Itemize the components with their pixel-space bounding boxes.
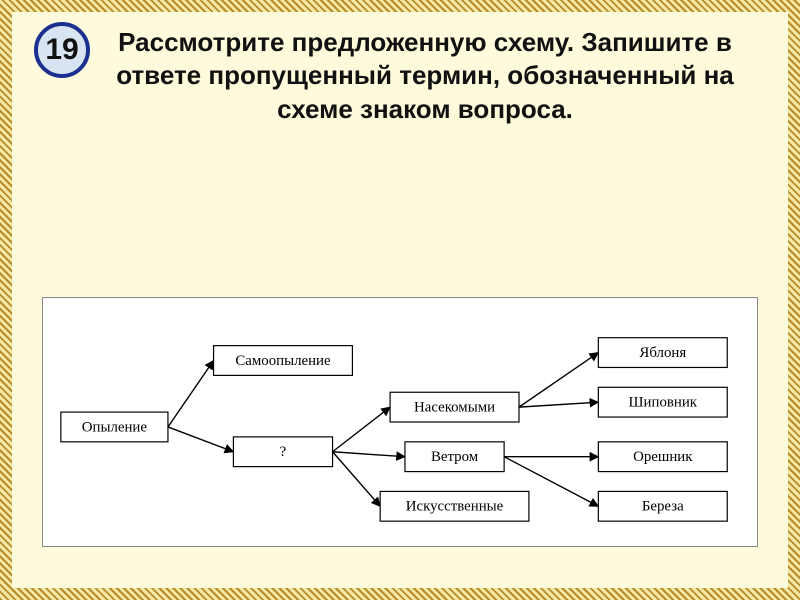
diagram-svg: Опыление Самоопыление? Насекомыми Ветром Иск… xyxy=(43,298,757,546)
edge xyxy=(519,402,598,407)
svg-text:?: ? xyxy=(280,444,287,460)
node-hazel: Орешник xyxy=(598,442,727,472)
svg-text:Береза: Береза xyxy=(642,499,684,515)
edge xyxy=(168,361,214,427)
slide-frame: 19 Рассмотрите предложенную схему. Запиш… xyxy=(0,0,800,600)
svg-text:Шиповник: Шиповник xyxy=(629,395,698,411)
node-q: ? xyxy=(233,437,332,467)
question-title: Рассмотрите предложенную схему. Запишите… xyxy=(102,26,748,126)
node-wind: Ветром xyxy=(405,442,504,472)
svg-text:Самоопыление: Самоопыление xyxy=(235,353,331,369)
svg-text:Яблоня: Яблоня xyxy=(639,345,686,361)
svg-text:Ветром: Ветром xyxy=(431,449,479,465)
edge xyxy=(519,353,598,408)
edge xyxy=(333,407,391,452)
node-ins: Насекомыми xyxy=(390,392,519,422)
node-apple: Яблоня xyxy=(598,338,727,368)
diagram-panel: Опыление Самоопыление? Насекомыми Ветром Иск… xyxy=(42,297,758,547)
node-rose: Шиповник xyxy=(598,387,727,417)
question-number-badge: 19 xyxy=(34,22,90,78)
slide-content: 19 Рассмотрите предложенную схему. Запиш… xyxy=(12,12,788,588)
svg-text:Орешник: Орешник xyxy=(633,449,693,465)
node-self: Самоопыление xyxy=(214,346,353,376)
svg-text:Насекомыми: Насекомыми xyxy=(414,400,495,416)
question-number: 19 xyxy=(45,33,78,67)
edge xyxy=(168,427,233,452)
edge xyxy=(333,452,405,457)
svg-text:Искусственные: Искусственные xyxy=(406,499,504,515)
node-root: Опыление xyxy=(61,412,168,442)
node-birch: Береза xyxy=(598,491,727,521)
node-art: Искусственные xyxy=(380,491,529,521)
svg-text:Опыление: Опыление xyxy=(82,419,148,435)
edge xyxy=(333,452,381,507)
